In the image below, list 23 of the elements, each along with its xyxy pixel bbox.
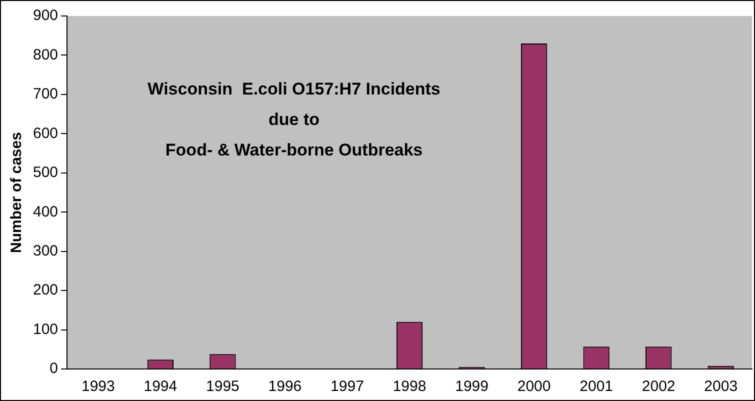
y-axis-title: Number of cases — [8, 132, 26, 253]
x-tick-label: 1996 — [268, 378, 302, 396]
x-tick-label: 2003 — [704, 378, 738, 396]
x-tick-label: 2000 — [517, 378, 551, 396]
x-tick-label: 2001 — [580, 378, 614, 396]
y-tick-label: 0 — [50, 360, 58, 378]
x-tick-label: 1993 — [81, 378, 115, 396]
x-tick-label: 1998 — [392, 378, 426, 396]
y-tick-label: 600 — [32, 124, 58, 142]
x-tick-label: 1994 — [144, 378, 178, 396]
y-tick-label: 400 — [32, 203, 58, 220]
y-tick-label: 900 — [32, 7, 58, 24]
x-tick-label: 2002 — [642, 378, 676, 396]
y-tick-label: 100 — [32, 320, 58, 338]
x-tick-label: 1999 — [455, 378, 488, 396]
y-tick-label: 500 — [32, 164, 58, 182]
y-tick-label: 700 — [32, 86, 58, 103]
x-tick-label: 1995 — [206, 378, 240, 396]
text: Wisconsin E.coli O157:H7 Incidents due to Food- & Water-borne Outbreaks — [148, 80, 440, 160]
x-tick-label: 1997 — [330, 378, 364, 396]
y-tick-label: 800 — [32, 46, 58, 64]
y-tick-label: 300 — [32, 242, 58, 260]
y-tick-label: 200 — [32, 282, 58, 299]
